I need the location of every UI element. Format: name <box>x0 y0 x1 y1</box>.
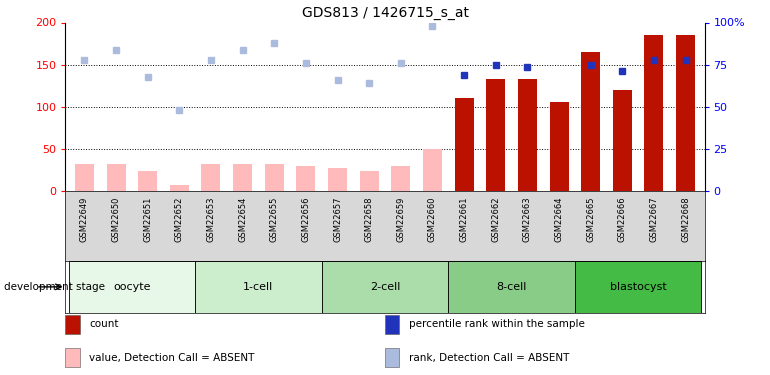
Text: GSM22663: GSM22663 <box>523 197 532 242</box>
Text: 1-cell: 1-cell <box>243 282 273 292</box>
Bar <box>69 261 195 313</box>
Text: GSM22654: GSM22654 <box>238 197 247 242</box>
Bar <box>391 166 410 191</box>
Text: GSM22652: GSM22652 <box>175 197 184 242</box>
Text: GSM22655: GSM22655 <box>270 197 279 242</box>
Text: GSM22660: GSM22660 <box>428 197 437 242</box>
Text: GSM22668: GSM22668 <box>681 197 690 242</box>
Text: GSM22665: GSM22665 <box>586 197 595 242</box>
Bar <box>170 184 189 191</box>
Text: GSM22653: GSM22653 <box>206 197 216 242</box>
Text: GSM22651: GSM22651 <box>143 197 152 242</box>
Text: GSM22662: GSM22662 <box>491 197 500 242</box>
Bar <box>518 79 537 191</box>
Text: GSM22656: GSM22656 <box>301 197 310 242</box>
Text: GSM22667: GSM22667 <box>649 197 658 242</box>
Bar <box>233 164 252 191</box>
Text: count: count <box>89 319 119 329</box>
Bar <box>423 149 442 191</box>
Text: value, Detection Call = ABSENT: value, Detection Call = ABSENT <box>89 352 254 363</box>
Bar <box>575 261 701 313</box>
Bar <box>65 348 79 367</box>
Bar <box>265 164 284 191</box>
Text: GSM22659: GSM22659 <box>397 197 405 242</box>
Text: GSM22658: GSM22658 <box>365 197 373 242</box>
Text: rank, Detection Call = ABSENT: rank, Detection Call = ABSENT <box>409 352 569 363</box>
Bar <box>296 166 316 191</box>
Text: GSM22657: GSM22657 <box>333 197 342 242</box>
Text: percentile rank within the sample: percentile rank within the sample <box>409 319 584 329</box>
Bar <box>581 52 600 191</box>
Bar <box>454 99 474 191</box>
Bar <box>360 171 379 191</box>
Bar <box>328 168 347 191</box>
Text: 2-cell: 2-cell <box>370 282 400 292</box>
Text: GSM22650: GSM22650 <box>112 197 121 242</box>
Bar <box>550 102 568 191</box>
Bar <box>385 348 399 367</box>
Text: blastocyst: blastocyst <box>610 282 667 292</box>
Bar <box>644 35 664 191</box>
Bar <box>613 90 631 191</box>
Bar <box>65 315 79 333</box>
Text: GSM22666: GSM22666 <box>618 197 627 242</box>
Bar <box>75 164 94 191</box>
Bar <box>106 164 126 191</box>
Bar <box>385 315 399 333</box>
Title: GDS813 / 1426715_s_at: GDS813 / 1426715_s_at <box>302 6 468 20</box>
Bar <box>322 261 448 313</box>
Bar <box>448 261 575 313</box>
Bar <box>139 171 157 191</box>
Text: oocyte: oocyte <box>113 282 151 292</box>
Bar <box>195 261 322 313</box>
Bar <box>676 35 695 191</box>
Text: 8-cell: 8-cell <box>497 282 527 292</box>
Text: GSM22649: GSM22649 <box>80 197 89 242</box>
Text: development stage: development stage <box>4 282 105 292</box>
Bar <box>202 164 220 191</box>
Bar <box>486 79 505 191</box>
Text: GSM22661: GSM22661 <box>460 197 469 242</box>
Text: GSM22664: GSM22664 <box>554 197 564 242</box>
